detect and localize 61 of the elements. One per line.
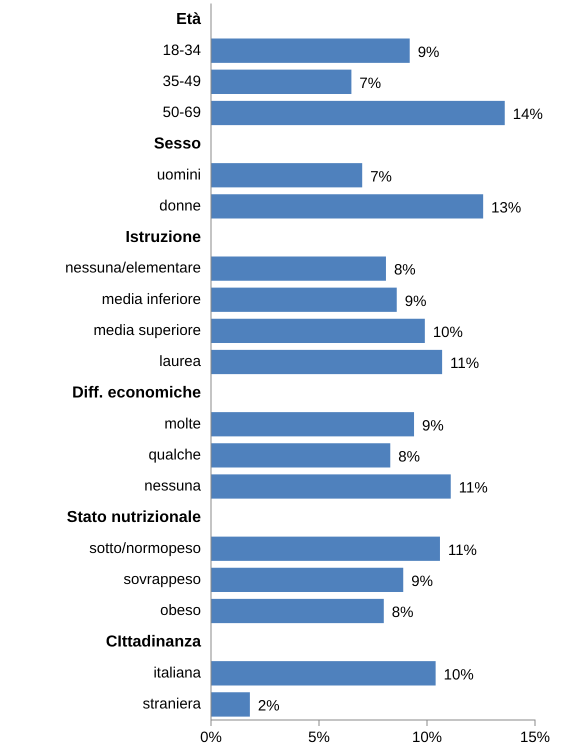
bar [212, 194, 484, 218]
bar [212, 256, 386, 281]
data-label: 10% [444, 666, 474, 684]
bar [212, 70, 352, 94]
x-tick-label: 0% [200, 729, 222, 746]
y-tick-label: Età [176, 10, 202, 28]
data-label: 11% [450, 355, 480, 372]
y-tick-label: donne [159, 197, 201, 214]
bar [212, 288, 397, 312]
y-tick-label: uomini [156, 166, 201, 184]
y-tick-label: straniera [142, 696, 202, 713]
bar [212, 350, 442, 374]
data-label: 9% [411, 573, 433, 590]
data-label: 2% [258, 698, 280, 715]
y-tick-label: Stato nutrizionale [66, 509, 202, 526]
y-tick-label: Diff. economiche [72, 384, 202, 402]
bar [212, 598, 384, 624]
y-tick-label: qualche [148, 446, 201, 464]
y-tick-label: sotto/normopeso [89, 540, 201, 557]
y-tick-label: laurea [159, 353, 202, 370]
y-tick-label: Sesso [154, 135, 202, 152]
data-label: 9% [422, 417, 444, 434]
y-tick-label: nessuna/elementare [65, 260, 201, 277]
bar [212, 100, 505, 126]
data-label: 10% [432, 324, 463, 342]
bar [212, 661, 436, 686]
x-tick-label: 10% [412, 729, 442, 746]
bar [212, 318, 425, 344]
y-tick-label: media inferiore [102, 290, 201, 308]
y-tick-label: molte [164, 415, 201, 432]
bar [212, 163, 362, 188]
bar [212, 443, 390, 468]
data-label: 8% [398, 448, 420, 466]
data-label: 13% [491, 199, 522, 216]
bar [212, 38, 410, 63]
y-tick-label: Istruzione [125, 228, 202, 246]
data-label: 14% [512, 106, 543, 124]
y-tick-label: obeso [160, 602, 201, 620]
data-label: 9% [418, 44, 440, 61]
bar [212, 536, 440, 561]
y-tick-label: 35-49 [162, 72, 201, 90]
y-tick-label: italiana [153, 664, 202, 682]
y-tick-label: 50-69 [162, 104, 201, 122]
data-label: 7% [370, 168, 392, 186]
data-label: 9% [404, 292, 426, 310]
bar [212, 474, 451, 499]
y-tick-label: sovrappeso [123, 571, 201, 588]
y-tick-label: 18-34 [162, 42, 201, 59]
y-tick-label: media superiore [93, 322, 201, 340]
bar [212, 568, 404, 592]
data-label: 8% [394, 262, 416, 279]
data-label: 8% [392, 604, 414, 622]
bar [212, 692, 250, 717]
data-label: 11% [458, 480, 488, 497]
x-tick-label: 15% [520, 729, 550, 746]
data-label: 11% [448, 542, 477, 559]
x-tick-label: 5% [308, 729, 330, 746]
bar [212, 412, 414, 436]
data-label: 7% [359, 74, 382, 92]
y-tick-label: CIttadinanza [106, 634, 202, 651]
y-tick-label: nessuna [144, 478, 202, 495]
